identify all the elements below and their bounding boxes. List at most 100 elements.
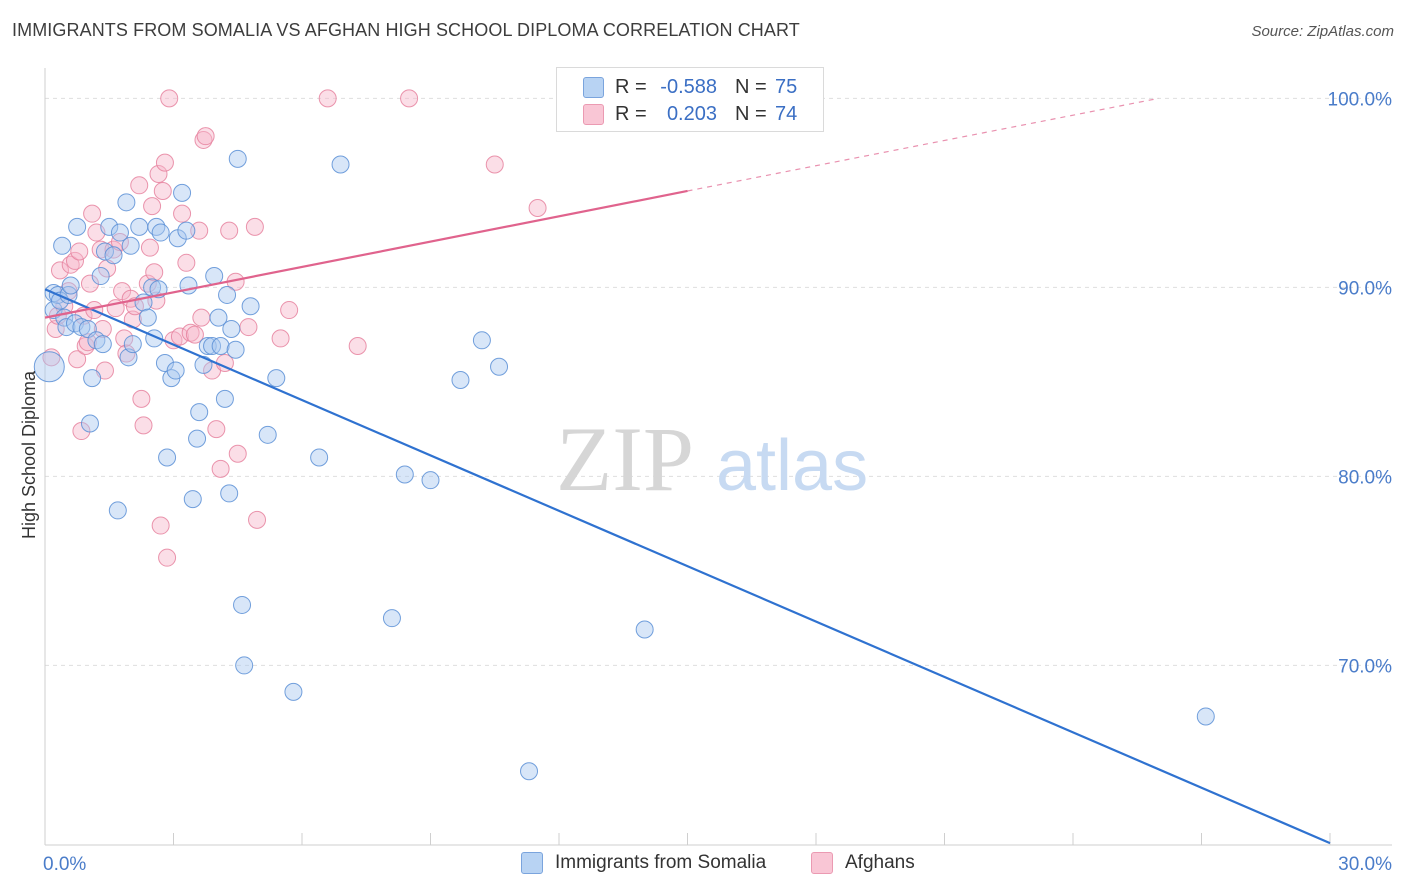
somalia-point (138, 308, 157, 327)
legend-swatch-somalia (583, 77, 604, 98)
somalia-point (194, 355, 213, 374)
somalia-point (472, 331, 491, 350)
afghan-point (125, 297, 144, 316)
afghan-point (220, 221, 239, 240)
afghan-point (192, 308, 211, 327)
afghan-point (160, 89, 179, 108)
afghan-point (70, 242, 89, 261)
somalia-trend-line (44, 288, 1331, 845)
bottom-legend-swatch-afghans (811, 852, 833, 874)
somalia-point (33, 351, 65, 383)
somalia-point (117, 193, 136, 212)
somalia-point (158, 448, 177, 467)
somalia-point (173, 183, 192, 202)
somalia-point (91, 267, 110, 286)
afghan-point (280, 301, 299, 320)
afghan-point (93, 319, 112, 338)
somalia-point (382, 609, 401, 628)
afghan-point (149, 164, 168, 183)
afghan-point (145, 263, 164, 282)
somalia-point (421, 471, 440, 490)
y-tick-label: 90.0% (1338, 278, 1392, 299)
somalia-point (61, 276, 80, 295)
afghan-point (151, 516, 170, 535)
afghan-point (196, 127, 215, 146)
y-axis-label: High School Diploma (19, 370, 39, 539)
somalia-point (57, 318, 76, 337)
somalia-point (258, 425, 277, 444)
legend-swatch-afghans (583, 104, 604, 125)
somalia-point (123, 335, 142, 354)
y-tick-label: 70.0% (1338, 656, 1392, 677)
afghan-points (42, 89, 547, 567)
somalia-point (395, 465, 414, 484)
afghan-point (153, 181, 172, 200)
somalia-point (151, 223, 170, 242)
somalia-point (188, 429, 207, 448)
bottom-legend-label-somalia: Immigrants from Somalia (555, 852, 767, 873)
somalia-point (177, 221, 196, 240)
x-tick-label: 30.0% (1338, 854, 1392, 875)
afghan-point (80, 274, 99, 293)
afghan-point (245, 217, 264, 236)
afghan-point (140, 238, 159, 257)
watermark: ZIP atlas (556, 408, 868, 510)
somalia-point (83, 369, 102, 388)
somalia-points (33, 149, 1215, 781)
watermark-atlas: atlas (716, 426, 868, 506)
afghan-point (155, 153, 174, 172)
somalia-point (50, 291, 69, 310)
afghan-point (134, 416, 153, 435)
somalia-point (520, 762, 539, 781)
legend-n-label: N = (735, 75, 767, 98)
somalia-point (80, 414, 99, 433)
afghan-point (211, 459, 230, 478)
somalia-point (110, 223, 129, 242)
chart-title: IMMIGRANTS FROM SOMALIA VS AFGHAN HIGH S… (12, 20, 800, 40)
somalia-point (95, 242, 114, 261)
somalia-point (233, 595, 252, 614)
afghan-point (173, 204, 192, 223)
legend-r-label: R = (615, 102, 647, 125)
legend-n-label: N = (735, 102, 767, 125)
afghan-point (348, 336, 367, 355)
somalia-point (108, 501, 127, 520)
somalia-point (331, 155, 350, 174)
somalia-point (241, 297, 260, 316)
legend-n-value: 74 (775, 102, 798, 125)
afghan-point (485, 155, 504, 174)
grid-lines (45, 97, 1390, 666)
afghan-point (185, 325, 204, 344)
afghan-point (239, 318, 258, 337)
y-tick-label: 100.0% (1328, 89, 1393, 110)
afghan-point (400, 89, 419, 108)
somalia-point (218, 285, 237, 304)
x-tick-label: 0.0% (43, 854, 86, 875)
correlation-legend: R = -0.588 N = 75 R = 0.203 N = 74 (556, 67, 824, 132)
somalia-point (310, 448, 329, 467)
legend-r-value: 0.203 (666, 102, 717, 125)
somalia-point (93, 335, 112, 354)
afghan-point (65, 251, 84, 270)
afghan-trend-extension (687, 97, 1159, 192)
afghan-point (143, 197, 162, 216)
afghan-point (132, 389, 151, 408)
afghan-trend-line (44, 189, 688, 319)
somalia-point (183, 490, 202, 509)
somalia-point (198, 336, 217, 355)
tick-labels: 70.0% 80.0% 90.0% 100.0% 0.0% 30.0% (43, 89, 1392, 875)
somalia-point (100, 217, 119, 236)
somalia-point (215, 389, 234, 408)
afghan-point (130, 176, 149, 195)
afghan-point (271, 329, 290, 348)
y-tick-label: 80.0% (1338, 467, 1392, 488)
afghan-point (68, 350, 87, 369)
somalia-point (68, 217, 87, 236)
somalia-point (220, 484, 239, 503)
somalia-point (104, 246, 123, 265)
afghan-point (248, 510, 267, 529)
somalia-point (72, 318, 91, 337)
afghan-point (207, 420, 226, 439)
somalia-point (53, 236, 72, 255)
